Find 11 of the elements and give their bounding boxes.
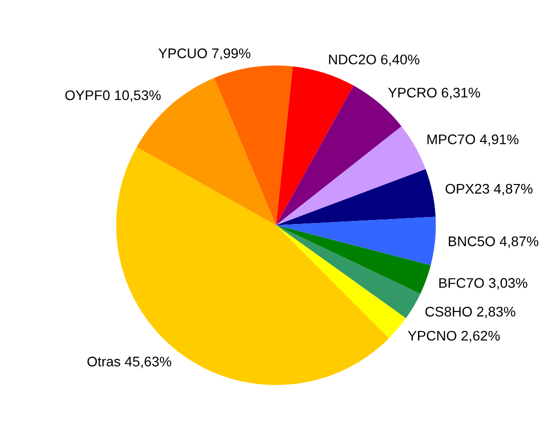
slice-label: OPX23 4,87% — [446, 184, 532, 196]
slice-label: Otras 45,63% — [87, 356, 172, 368]
slice-label: YPCNO 2,62% — [408, 330, 500, 342]
slice-label: BNC5O 4,87% — [448, 236, 538, 248]
slice-label: MPC7O 4,91% — [427, 134, 518, 146]
slice-label: NDC2O 6,40% — [329, 54, 420, 66]
slice-label: CS8HO 2,83% — [425, 306, 516, 318]
slice-label: BFC7O 3,03% — [439, 278, 528, 290]
slice-label: OYPF0 10,53% — [65, 90, 161, 102]
slice-label: YPCUO 7,99% — [158, 48, 250, 60]
slice-label: YPCRO 6,31% — [388, 88, 480, 100]
